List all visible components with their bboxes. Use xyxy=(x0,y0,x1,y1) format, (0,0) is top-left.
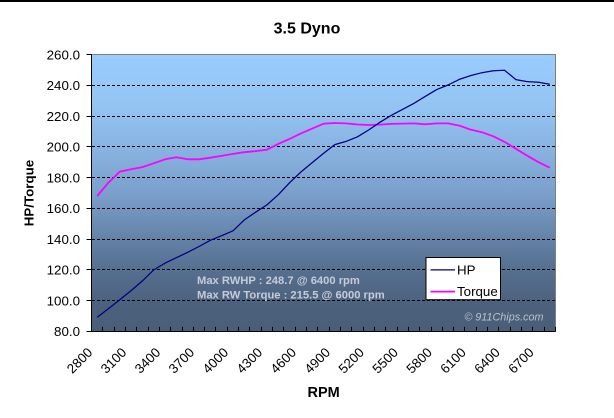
svg-text:© 911Chips.com: © 911Chips.com xyxy=(464,311,543,323)
svg-text:120.0: 120.0 xyxy=(47,263,80,278)
svg-text:HP: HP xyxy=(457,263,476,278)
svg-text:Max RW Torque : 215.5 @ 6000 r: Max RW Torque : 215.5 @ 6000 rpm xyxy=(197,289,385,301)
svg-text:260.0: 260.0 xyxy=(47,47,80,62)
svg-text:80.0: 80.0 xyxy=(54,324,80,339)
svg-text:100.0: 100.0 xyxy=(47,293,80,308)
svg-text:180.0: 180.0 xyxy=(47,170,80,185)
svg-text:HP/Torque: HP/Torque xyxy=(22,160,37,226)
svg-text:200.0: 200.0 xyxy=(47,140,80,155)
svg-text:140.0: 140.0 xyxy=(47,232,80,247)
svg-text:3.5 Dyno: 3.5 Dyno xyxy=(274,21,341,38)
svg-text:Max RWHP : 248.7 @ 6400 rpm: Max RWHP : 248.7 @ 6400 rpm xyxy=(197,275,360,287)
svg-text:Torque: Torque xyxy=(457,284,498,299)
svg-text:220.0: 220.0 xyxy=(47,109,80,124)
svg-text:240.0: 240.0 xyxy=(47,78,80,93)
svg-text:160.0: 160.0 xyxy=(47,201,80,216)
svg-text:RPM: RPM xyxy=(307,385,339,401)
